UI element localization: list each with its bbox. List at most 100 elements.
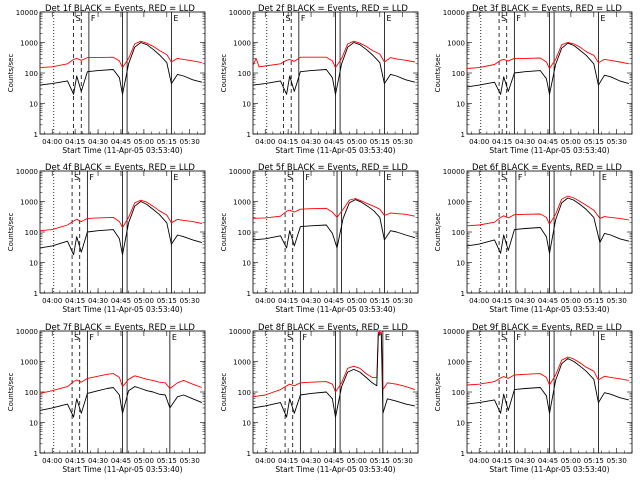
x-tick-label: 05:00	[134, 138, 154, 146]
chart-title: Det 1f BLACK = Events, RED = LLD	[45, 4, 195, 14]
series-line-events	[253, 199, 416, 249]
x-tick-label: 05:30	[180, 457, 200, 465]
y-tick-label: 100	[452, 70, 465, 78]
marker-label: E	[173, 14, 178, 23]
y-tick-label: 10	[242, 420, 251, 428]
x-tick-label: 05:30	[393, 138, 413, 146]
marker-label: F	[518, 173, 523, 182]
y-tick-label: 100	[25, 229, 38, 237]
marker-label: E	[385, 333, 390, 342]
series-line-lld	[40, 199, 202, 232]
marker-label: E	[602, 173, 607, 182]
x-tick-label: 04:30	[301, 138, 321, 146]
x-tick-label: 05:00	[134, 297, 154, 305]
x-tick-label: 04:15	[278, 297, 298, 305]
chart-panel-4: Det 4f BLACK = Events, RED = LLD 1 10 100 10…	[7, 163, 206, 314]
y-tick-label: 1000	[233, 359, 251, 367]
chart-panel-2: Det 2f BLACK = Events, RED = LLD 1 10 100 10…	[220, 4, 419, 155]
series-line-events	[40, 201, 203, 256]
chart-panel-6: Det 6f BLACK = Events, RED = LLD 1 10 100 10…	[434, 163, 633, 314]
x-tick-label: 05:30	[607, 457, 627, 465]
chart-title: Det 6f BLACK = Events, RED = LLD	[472, 163, 622, 173]
x-axis-label: Start Time (11-Apr-05 03:53:40)	[62, 146, 182, 155]
marker-label: F	[302, 333, 307, 342]
series-line-lld	[253, 40, 415, 69]
chart-panel-5: Det 5f BLACK = Events, RED = LLD 1 10 100 10…	[220, 163, 419, 314]
marker-label: S	[287, 173, 292, 182]
x-tick-label: 05:30	[393, 297, 413, 305]
x-tick-label: 04:00	[42, 138, 62, 146]
series-line-events	[253, 42, 416, 95]
series-line-lld	[467, 195, 629, 227]
x-tick-label: 04:00	[469, 457, 489, 465]
x-axis-label: Start Time (11-Apr-05 03:53:40)	[275, 465, 395, 474]
marker-label: E	[600, 14, 605, 23]
chart-title: Det 7f BLACK = Events, RED = LLD	[45, 323, 195, 333]
y-axis-label: Counts/sec	[434, 54, 442, 93]
y-axis-label: Counts/sec	[434, 213, 442, 252]
x-tick-label: 05:15	[157, 138, 177, 146]
series-line-events	[467, 197, 630, 254]
x-tick-label: 05:30	[180, 297, 200, 305]
y-tick-label: 10000	[443, 9, 465, 17]
x-tick-label: 05:30	[180, 138, 200, 146]
x-tick-label: 04:15	[278, 138, 298, 146]
y-tick-label: 10000	[443, 328, 465, 336]
y-tick-label: 10000	[16, 328, 38, 336]
y-axis-label: Counts/sec	[7, 373, 15, 412]
y-tick-label: 100	[238, 70, 251, 78]
marker-label: S	[74, 173, 79, 182]
y-tick-label: 10	[456, 101, 465, 109]
x-axis-label: Start Time (11-Apr-05 03:53:40)	[489, 305, 609, 314]
x-tick-label: 04:45	[538, 138, 558, 146]
y-tick-label: 1	[461, 450, 465, 458]
x-axis-label: Start Time (11-Apr-05 03:53:40)	[489, 465, 609, 474]
x-tick-label: 05:15	[584, 297, 604, 305]
y-tick-label: 1000	[20, 359, 38, 367]
y-axis-label: Counts/sec	[434, 373, 442, 412]
x-tick-label: 04:45	[111, 457, 131, 465]
y-tick-label: 10	[242, 101, 251, 109]
marker-label: S	[501, 173, 506, 182]
x-tick-label: 04:30	[301, 297, 321, 305]
y-tick-label: 10	[29, 101, 38, 109]
y-axis-label: Counts/sec	[220, 373, 228, 412]
plot-frame	[252, 170, 419, 294]
y-tick-label: 10	[29, 420, 38, 428]
y-tick-label: 10000	[16, 168, 38, 176]
marker-label: F	[89, 173, 94, 182]
x-tick-label: 04:00	[42, 457, 62, 465]
x-tick-label: 04:15	[65, 138, 85, 146]
marker-label: F	[305, 173, 310, 182]
x-tick-label: 04:45	[324, 297, 344, 305]
y-tick-label: 1	[461, 290, 465, 298]
x-tick-label: 05:30	[607, 297, 627, 305]
y-tick-label: 1000	[233, 40, 251, 48]
y-tick-label: 10	[242, 260, 251, 268]
x-tick-label: 04:15	[65, 297, 85, 305]
x-tick-label: 04:45	[111, 138, 131, 146]
x-tick-label: 05:00	[134, 457, 154, 465]
x-tick-label: 04:00	[255, 138, 275, 146]
marker-label: E	[386, 173, 391, 182]
y-tick-label: 1	[461, 131, 465, 139]
marker-label: E	[386, 14, 391, 23]
y-tick-label: 1	[34, 131, 38, 139]
marker-label: F	[301, 14, 306, 23]
marker-label: F	[516, 333, 521, 342]
y-tick-label: 100	[452, 229, 465, 237]
y-axis-label: Counts/sec	[7, 54, 15, 93]
y-tick-label: 1	[247, 290, 251, 298]
chart-title: Det 2f BLACK = Events, RED = LLD	[258, 4, 408, 14]
marker-label: S	[74, 333, 79, 342]
y-tick-label: 10	[29, 260, 38, 268]
y-tick-label: 100	[25, 70, 38, 78]
x-tick-label: 04:45	[324, 457, 344, 465]
x-tick-label: 04:00	[469, 297, 489, 305]
y-tick-label: 1000	[20, 199, 38, 207]
series-line-lld	[253, 331, 416, 398]
marker-label: E	[600, 333, 605, 342]
series-line-events	[253, 333, 415, 418]
x-tick-label: 04:30	[88, 297, 108, 305]
y-tick-label: 100	[25, 389, 38, 397]
